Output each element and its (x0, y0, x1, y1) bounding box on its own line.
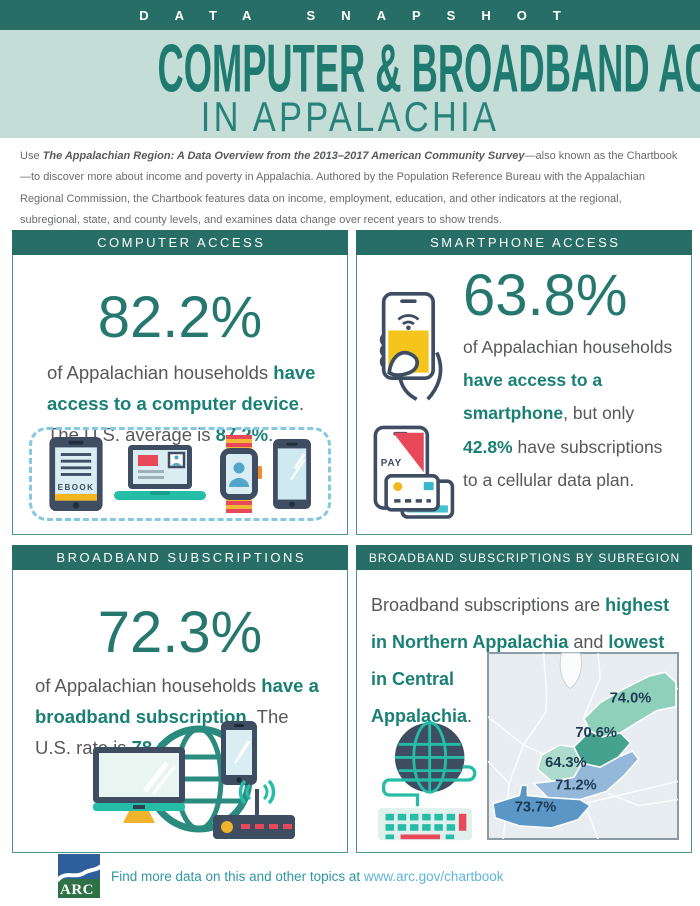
footer-text: Find more data on this and other topics … (111, 868, 504, 884)
card-computer-access: COMPUTER ACCESS 82.2% of Appalachian hou… (12, 230, 348, 535)
ebook-label: EBOOK (58, 483, 95, 492)
laptop-icon (114, 445, 206, 500)
page-title: COMPUTER & BROADBAND ACCESS (157, 30, 700, 106)
card-text: of Appalachian households have access to… (463, 336, 673, 490)
intro-lead: Use (20, 150, 43, 162)
intro-citation: The Appalachian Region: A Data Overview … (42, 150, 525, 162)
footer-link[interactable]: www.arc.gov/chartbook (363, 868, 504, 884)
top-banner: DATA SNAPSHOT (0, 0, 700, 30)
map-region-southern (492, 784, 592, 829)
card-header: BROADBAND SUBSCRIPTIONS (12, 545, 348, 570)
map-label-central: 64.3% (545, 755, 587, 771)
globe-keyboard-icon (378, 721, 477, 841)
arc-logo: ARC (58, 854, 100, 898)
subregion-map: 74.0% 70.6% 64.3% 71.2% 73.7% (487, 652, 679, 845)
globe-devices-icon (93, 721, 295, 839)
smartphone-icon (273, 438, 311, 510)
map-label-northern: 74.0% (610, 691, 652, 707)
card-smartphone-access: SMARTPHONE ACCESS (356, 230, 692, 535)
hand-smartphone-icon (379, 292, 443, 401)
mobile-pay-icon: PAY (373, 425, 455, 519)
card-header: SMARTPHONE ACCESS (356, 230, 692, 255)
footer: ARC Find more data on this and other top… (58, 854, 503, 898)
map-label-south-central: 71.2% (555, 777, 597, 793)
stat-computer-access: 82.2% (97, 285, 263, 350)
stat-broadband: 72.3% (97, 600, 263, 665)
map-label-north-central: 70.6% (575, 725, 617, 741)
banner-label: DATA SNAPSHOT (139, 7, 587, 23)
card-broadband-subregion: BROADBAND SUBSCRIPTIONS BY SUBREGION Bro… (356, 545, 692, 853)
intro-paragraph: Use The Appalachian Region: A Data Overv… (20, 146, 678, 232)
map-label-southern: 73.7% (515, 800, 557, 816)
arc-logo-text: ARC (60, 882, 94, 898)
title-band: COMPUTER & BROADBAND ACCESS IN APPALACHI… (0, 30, 700, 140)
card-broadband-subscriptions: BROADBAND SUBSCRIPTIONS 72.3% of Appalac… (12, 545, 348, 853)
pay-label: PAY (381, 458, 402, 469)
smartwatch-icon (220, 435, 262, 513)
card-text: Broadband subscriptions are highest in N… (371, 595, 670, 726)
intro-rest: —also known as the Chartbook—to discover… (20, 150, 678, 227)
card-header: BROADBAND SUBSCRIPTIONS BY SUBREGION (356, 545, 692, 570)
card-header: COMPUTER ACCESS (12, 230, 348, 255)
page-subtitle: IN APPALACHIA (200, 93, 500, 140)
map-state-lake (559, 652, 583, 690)
stat-smartphone-access: 63.8% (463, 263, 628, 328)
ereader-icon: EBOOK (49, 436, 103, 512)
devices-box: EBOOK (29, 427, 331, 521)
